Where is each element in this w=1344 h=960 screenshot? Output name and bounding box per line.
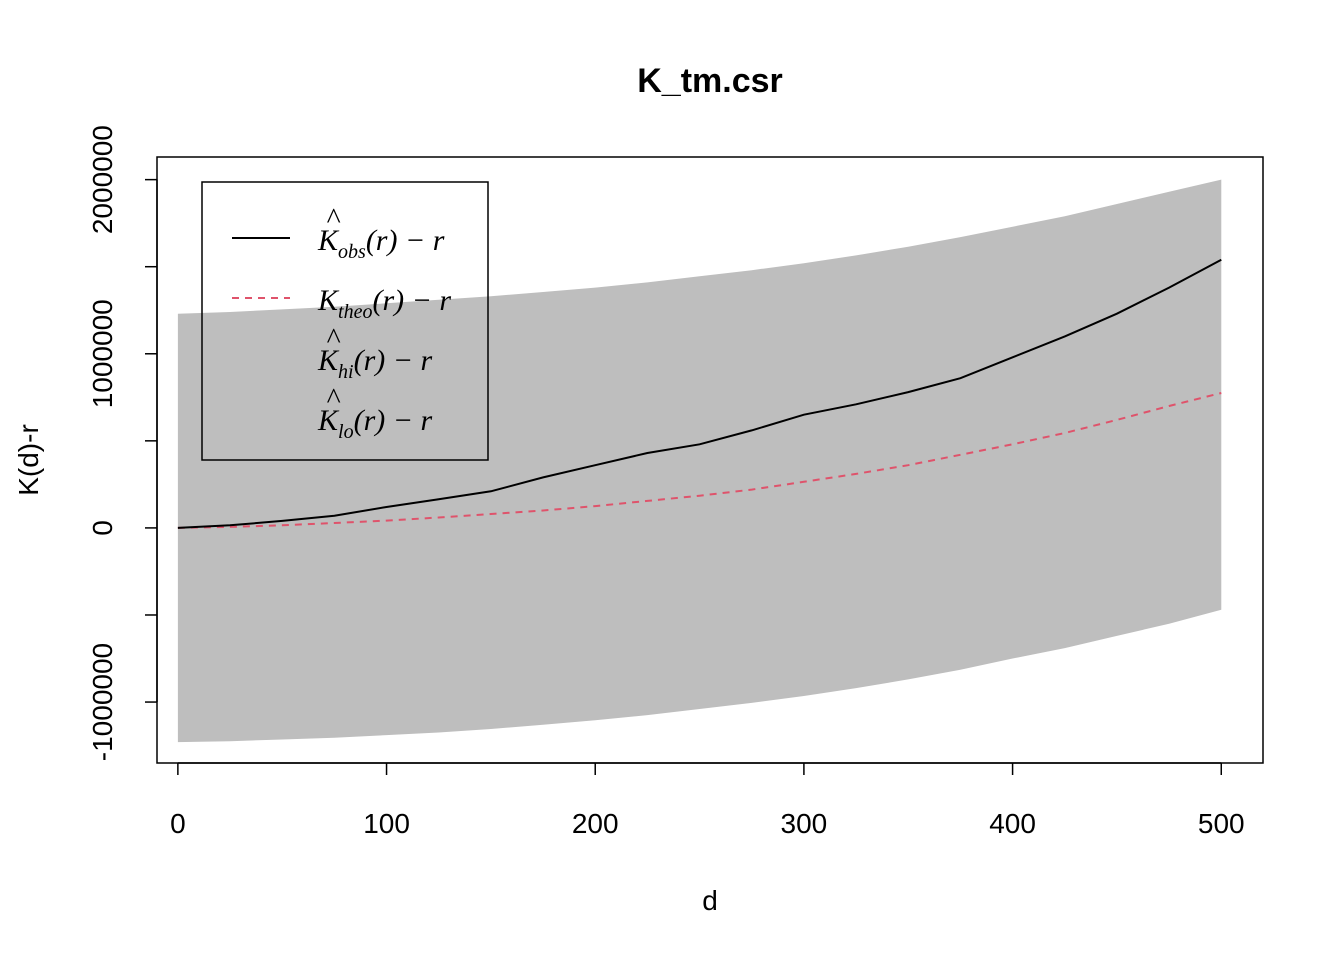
legend-hat: ^ xyxy=(326,382,341,415)
legend-hat: ^ xyxy=(326,322,341,355)
x-tick-label: 200 xyxy=(572,808,619,839)
legend-item-obs: Kobs(r) − r^ xyxy=(232,202,445,263)
series-line-obs xyxy=(177,258,1222,529)
x-tick-label: 100 xyxy=(363,808,410,839)
y-tick-label: -1000000 xyxy=(87,643,118,761)
legend-hat: ^ xyxy=(326,202,341,235)
y-tick-label: 0 xyxy=(87,520,118,536)
legend-label: Khi(r) − r xyxy=(317,344,432,383)
y-tick-label: 2000000 xyxy=(87,125,118,234)
legend-label: Klo(r) − r xyxy=(317,404,432,443)
legend-label: Kobs(r) − r xyxy=(317,224,445,263)
y-tick-label: 1000000 xyxy=(87,299,118,408)
x-axis: 0 100 200 300 400 500 xyxy=(170,762,1245,839)
legend-item-lo: Klo(r) − r^ xyxy=(317,382,432,443)
envelope-band xyxy=(177,179,1222,743)
x-tick-label: 0 xyxy=(170,808,186,839)
chart-title: K_tm.csr xyxy=(637,62,783,100)
y-axis: -1000000 0 1000000 2000000 xyxy=(87,125,158,761)
y-axis-label: K(d)-r xyxy=(13,424,44,496)
x-tick-label: 300 xyxy=(781,808,828,839)
series-layer xyxy=(177,258,1222,529)
x-tick-label: 400 xyxy=(989,808,1036,839)
series-line-theo xyxy=(177,392,1222,529)
legend-item-theo: Ktheo(r) − r xyxy=(232,284,451,323)
legend-item-hi: Khi(r) − r^ xyxy=(317,322,432,383)
legend-label: Ktheo(r) − r xyxy=(317,284,451,323)
envelope-layer xyxy=(177,179,1222,743)
x-tick-label: 500 xyxy=(1198,808,1245,839)
legend-box xyxy=(201,181,489,461)
x-axis-label: d xyxy=(702,885,718,916)
